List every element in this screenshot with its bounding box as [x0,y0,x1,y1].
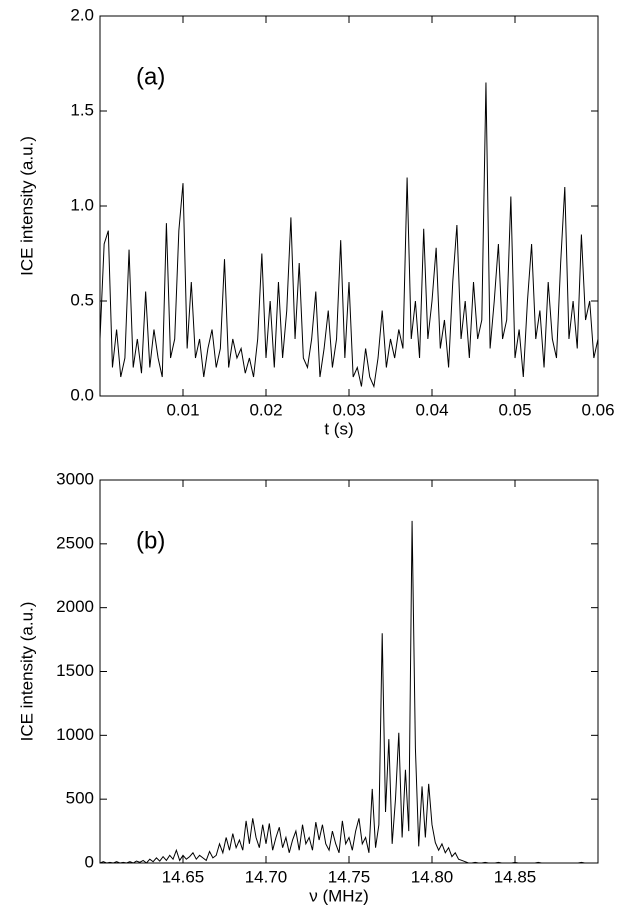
y-tick-label: 1.0 [70,195,94,214]
panel-label: (a) [136,63,165,90]
y-axis-label: ICE intensity (a.u.) [17,136,36,276]
y-tick-label: 2.0 [70,5,94,24]
panel: 0 500 1000 1500 2000 2500 3000 14.65 14.70 14.75 1… [17,469,599,905]
plot-frame [99,479,599,864]
x-tick-label: 14.70 [245,867,288,886]
x-tick-label: 14.80 [411,867,454,886]
x-tick-label: 14.85 [494,867,537,886]
trace [99,520,598,864]
x-tick-label: 0.01 [166,400,199,419]
y-tick-label: 0 [85,852,94,871]
x-tick-label: 14.75 [328,867,371,886]
y-tick-label: 0.5 [70,290,94,309]
x-tick-label: 0.02 [249,400,282,419]
x-tick-label: 0.05 [498,400,531,419]
x-tick-label: 0.04 [415,400,448,419]
y-tick-label: 500 [66,789,94,808]
trace [99,82,599,389]
x-tick-label: 14.65 [162,867,205,886]
y-tick-label: 1500 [56,661,94,680]
x-axis-label: ν (MHz) [309,886,368,905]
y-tick-label: 1000 [56,725,94,744]
panel-label: (b) [136,527,165,554]
y-tick-label: 0.0 [70,385,94,404]
y-tick-label: 3000 [56,469,94,488]
y-tick-label: 2000 [56,597,94,616]
y-axis-label: ICE intensity (a.u.) [17,602,36,742]
x-tick-label: 0.06 [581,400,614,419]
x-axis-label: t (s) [324,419,353,438]
panel: 0.0 0.5 1.0 1.5 2.0 0.01 0.02 0.03 0.04 0.05 0.06 t… [17,5,614,438]
y-tick-label: 1.5 [70,100,94,119]
y-tick-label: 2500 [56,533,94,552]
x-tick-label: 0.03 [332,400,365,419]
